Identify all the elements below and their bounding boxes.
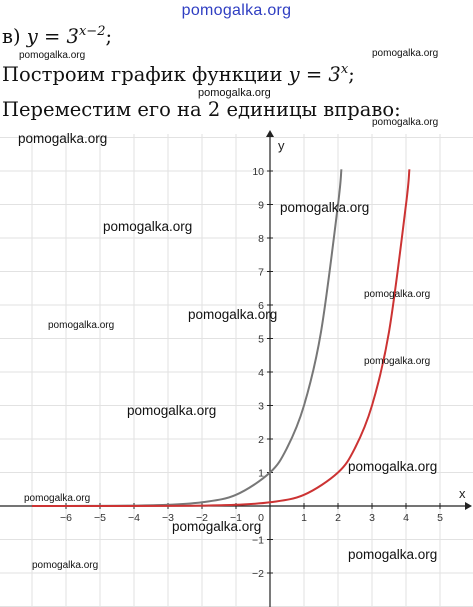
x-tick-label: 3	[369, 512, 375, 524]
watermark: pomogalka.org	[32, 560, 99, 571]
watermark: pomogalka.org	[364, 289, 431, 300]
x-tick-label: −2	[196, 512, 208, 524]
step-build-graph: Построим график функции y = 3x;	[2, 62, 355, 86]
x-tick-label: −6	[60, 512, 72, 524]
y-axis-arrow	[266, 130, 274, 137]
y-tick-label: −1	[252, 535, 264, 547]
watermark: pomogalka.org	[188, 307, 278, 322]
y-axis-label: y	[278, 138, 285, 153]
base-function-formula: y = 3x	[288, 62, 349, 86]
watermark: pomogalka.org	[364, 356, 431, 367]
watermark: pomogalka.org	[348, 459, 438, 474]
x-tick-label: 2	[335, 512, 341, 524]
y-tick-label: 4	[258, 367, 264, 379]
watermark: pomogalka.org	[24, 493, 91, 504]
y-tick-label: 9	[258, 200, 264, 212]
series-line-shifted	[31, 169, 411, 508]
x-tick-label: −1	[230, 512, 242, 524]
x-tick-label: 5	[437, 512, 443, 524]
watermark: pomogalka.org	[372, 48, 439, 59]
series-lines	[31, 169, 411, 508]
y-tick-label: 2	[258, 434, 264, 446]
problem-statement: в) y = 3x−2;	[2, 24, 113, 48]
y-tick-label: 1	[258, 468, 264, 480]
watermark: pomogalka.org	[103, 219, 193, 234]
watermark: pomogalka.org	[48, 320, 115, 331]
x-tick-label: −3	[162, 512, 174, 524]
watermark: pomogalka.org	[127, 403, 217, 418]
problem-formula: y = 3x−2	[26, 24, 106, 48]
origin-label: 0	[258, 512, 264, 524]
y-tick-label: −2	[252, 568, 264, 580]
y-tick-label: 10	[252, 166, 264, 178]
tick-labels: x y −6 −5 −4 −3 −2 −1 1 2 3 4 5 10 9 8 7 6 5 4 3 2 1 −1 −2 0	[60, 138, 466, 580]
x-tick-label: 1	[301, 512, 307, 524]
watermark: pomogalka.org	[198, 87, 271, 99]
function-graph: x y −6 −5 −4 −3 −2 −1 1 2 3 4 5 10 9 8 7 6 5 4 3 2 1 −1 −2 0	[0, 130, 473, 607]
watermark: pomogalka.org	[348, 547, 438, 562]
grid	[0, 134, 473, 607]
x-tick-label: 4	[403, 512, 409, 524]
step-shift-graph: Переместим его на 2 единицы вправо:	[2, 98, 401, 121]
x-tick-label: −4	[128, 512, 140, 524]
x-axis-arrow	[465, 502, 472, 510]
problem-label: в)	[2, 25, 21, 48]
y-tick-label: 7	[258, 267, 264, 279]
y-tick-label: 3	[258, 401, 264, 413]
y-tick-label: 5	[258, 334, 264, 346]
x-tick-label: −5	[94, 512, 106, 524]
y-tick-label: 6	[258, 300, 264, 312]
y-tick-label: 8	[258, 233, 264, 245]
watermark: pomogalka.org	[18, 131, 108, 146]
watermark: pomogalka.org	[19, 50, 86, 61]
x-axis-label: x	[459, 486, 466, 501]
watermark: pomogalka.org	[280, 200, 370, 215]
watermark: pomogalka.org	[372, 117, 439, 128]
site-watermark-header: pomogalka.org	[181, 2, 292, 19]
watermark: pomogalka.org	[172, 519, 262, 534]
